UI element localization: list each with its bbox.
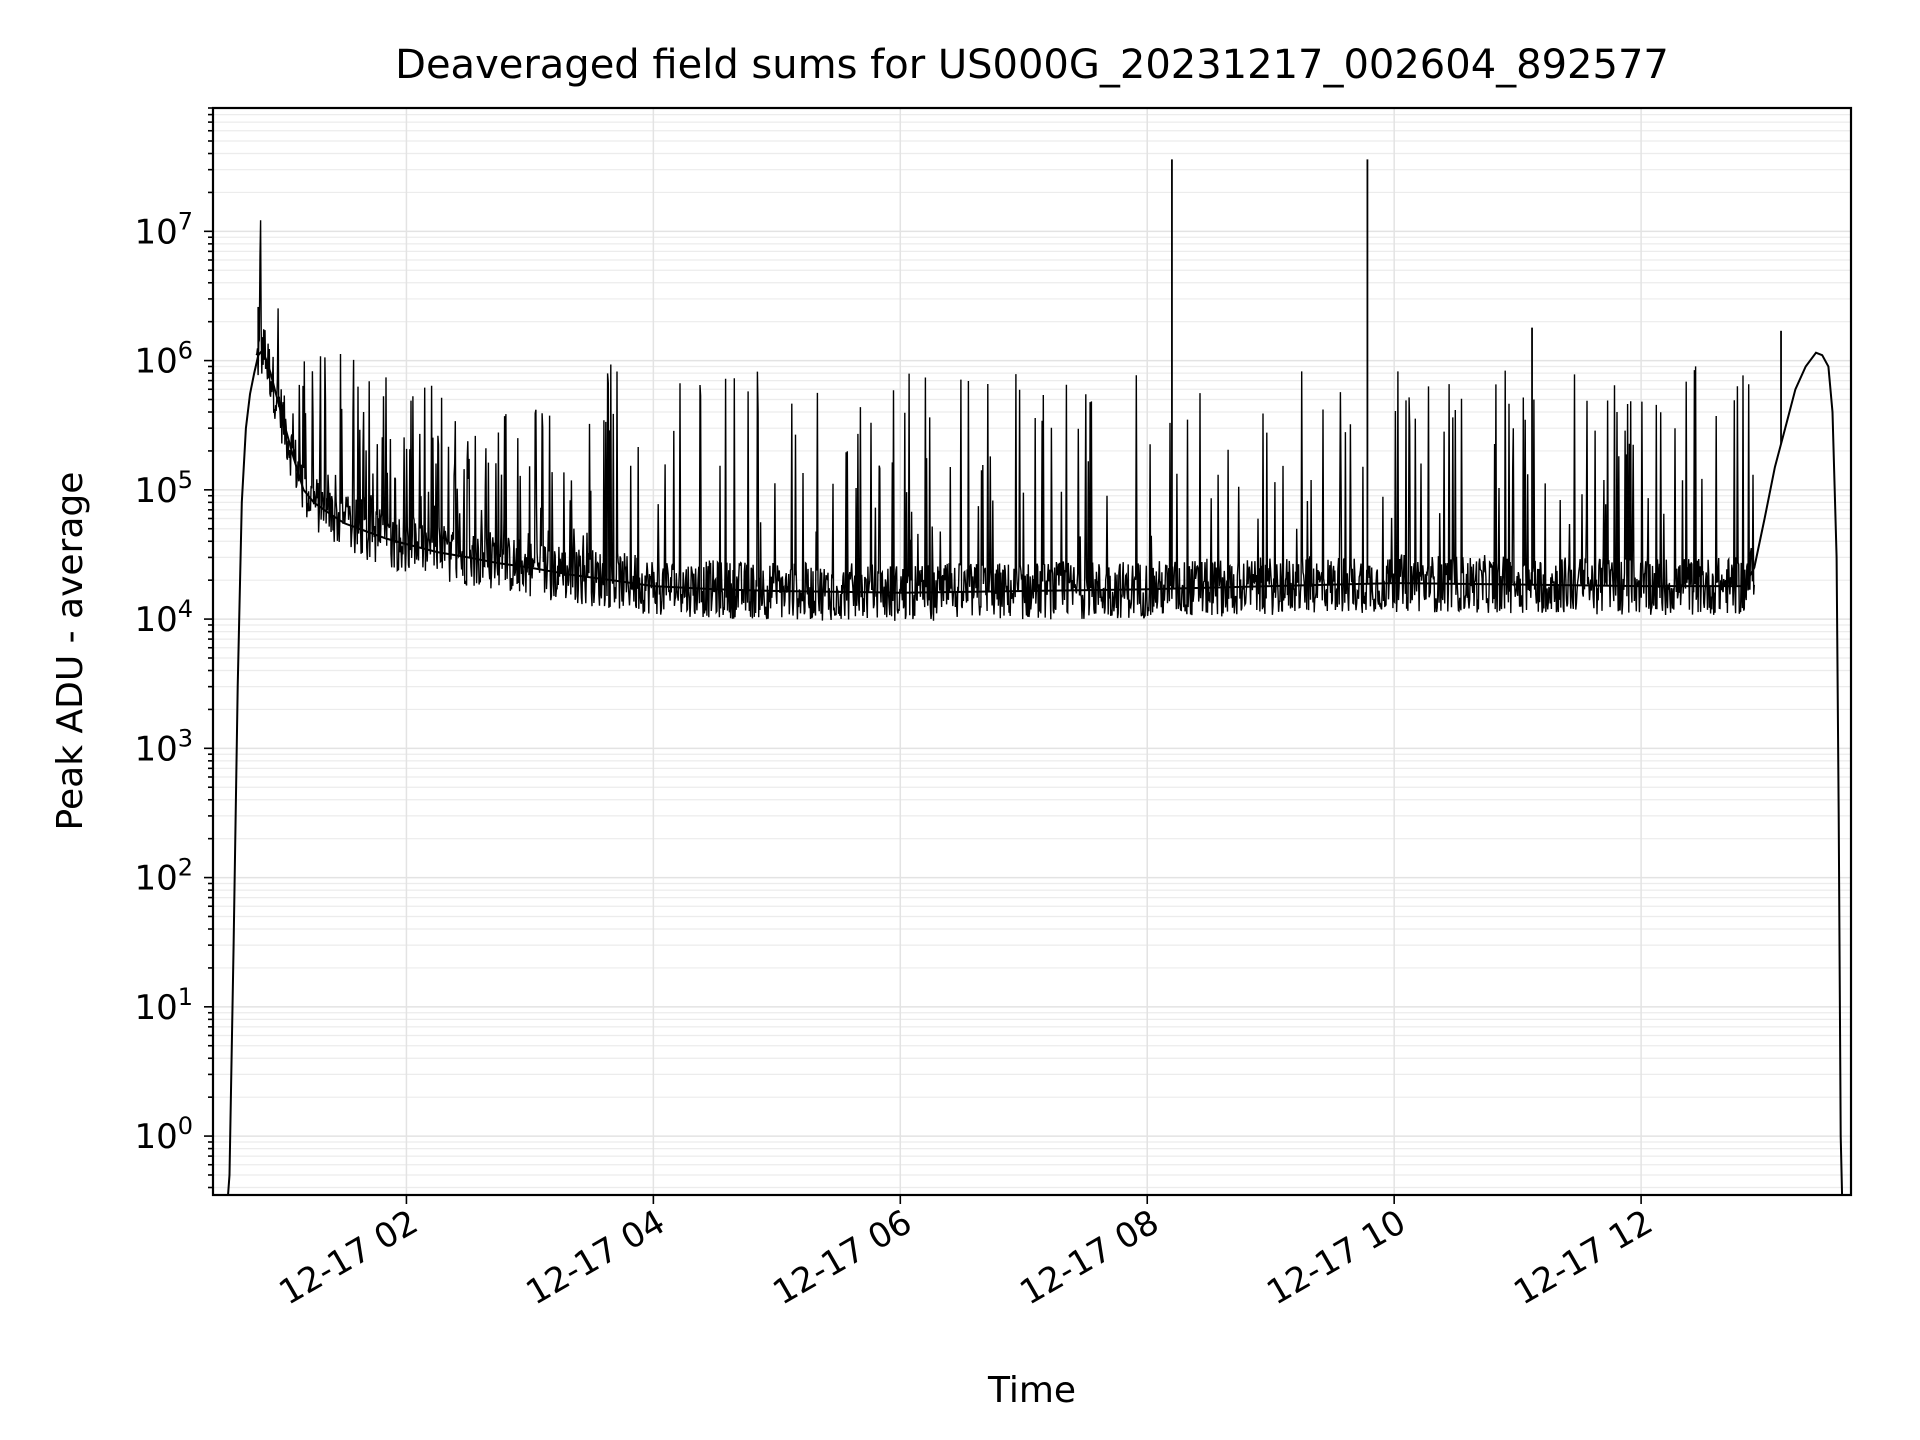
x-tick-label: 12-17 06	[766, 1202, 918, 1313]
y-tick-label: 104	[134, 595, 193, 640]
y-axis-label: Peak ADU - average	[50, 472, 91, 831]
x-tick-label: 12-17 08	[1013, 1202, 1165, 1313]
plot-frame	[211, 106, 1853, 1197]
series-line-noise	[255, 220, 1755, 621]
x-tick-label: 12-17 02	[273, 1202, 425, 1313]
y-tick-label: 100	[134, 1112, 193, 1157]
x-tick-label: 12-17 12	[1507, 1202, 1659, 1313]
y-tick-label: 106	[134, 337, 193, 382]
x-tick-label: 12-17 10	[1260, 1202, 1412, 1313]
y-gridlines	[213, 107, 1851, 1189]
series-line	[227, 348, 1844, 1195]
y-axis: 100 101 102 103 104 105 106 107	[134, 107, 213, 1189]
y-tick-label: 107	[134, 207, 193, 252]
y-tick-label: 103	[134, 724, 193, 769]
y-tick-label: 102	[134, 854, 193, 899]
series-spikes	[257, 159, 1782, 589]
x-axis: 12-17 02 12-17 04 12-17 06 12-17 08 12-17 10…	[273, 1195, 1660, 1313]
chart-title: Deaveraged field sums for US000G_2023121…	[395, 42, 1669, 88]
y-tick-label: 105	[134, 466, 193, 511]
x-tick-label: 12-17 04	[519, 1202, 671, 1313]
y-tick-label: 101	[134, 983, 193, 1028]
x-axis-label: Time	[987, 1370, 1076, 1411]
x-gridlines	[405, 108, 1642, 1195]
